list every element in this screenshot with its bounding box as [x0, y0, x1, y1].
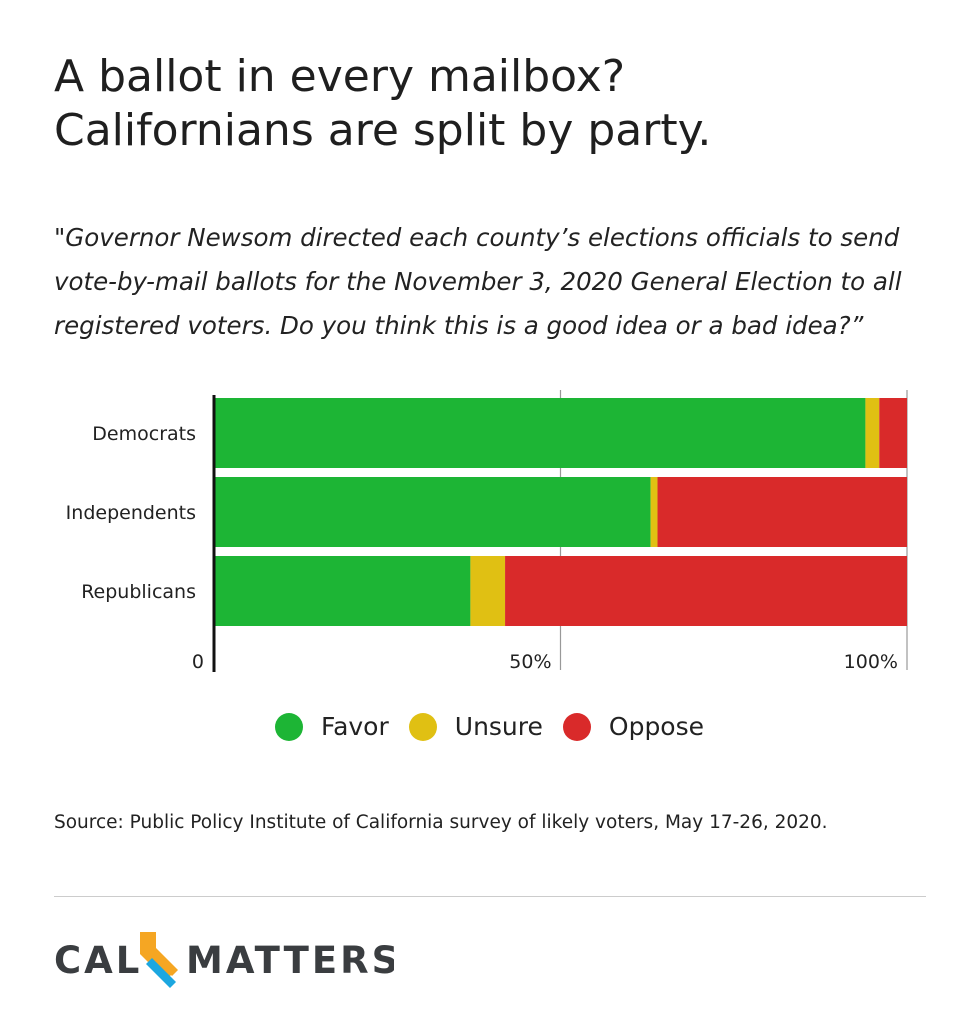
legend-label-favor: Favor	[320, 712, 389, 741]
bar-republicans-unsure	[470, 556, 506, 626]
stacked-bar-chart: Democrats Independents Republicans 0 50% 100%	[66, 390, 908, 673]
title-line-2: Californians are split by party.	[54, 105, 712, 156]
chart-title: A ballot in every mailbox? Californians …	[54, 50, 934, 158]
legend-swatch-oppose	[562, 712, 591, 741]
bar-republicans-oppose	[505, 556, 907, 626]
legend-item-oppose: Oppose	[562, 712, 705, 741]
question-line-1: "Governor Newsom directed each county’s …	[54, 223, 900, 252]
california-logo-icon	[140, 932, 178, 988]
x-tick-label-1: 50%	[509, 651, 551, 673]
calmatters-logo: CAL MATTERS	[54, 932, 394, 988]
title-line-1: A ballot in every mailbox?	[54, 51, 626, 102]
legend-label-oppose: Oppose	[608, 712, 705, 741]
logo-text-matters: MATTERS	[186, 939, 394, 982]
bar-independents-oppose	[657, 477, 907, 547]
category-label-democrats: Democrats	[92, 423, 196, 445]
x-tick-label-2: 100%	[844, 651, 898, 673]
logo-text-cal: CAL	[54, 939, 142, 982]
legend-label-unsure: Unsure	[454, 712, 543, 741]
x-tick-label-0: 0	[192, 651, 204, 673]
bar-republicans-favor	[214, 556, 471, 626]
category-label-republicans: Republicans	[81, 581, 196, 603]
bar-democrats-oppose	[879, 398, 907, 468]
source-note: Source: Public Policy Institute of Calif…	[54, 812, 828, 833]
question-line-3: registered voters. Do you think this is …	[54, 311, 864, 340]
bar-independents-unsure	[650, 477, 658, 547]
legend-item-unsure: Unsure	[408, 712, 543, 741]
bar-democrats-unsure	[865, 398, 880, 468]
bar-independents-favor	[214, 477, 651, 547]
category-label-independents: Independents	[66, 502, 196, 524]
divider	[54, 896, 926, 897]
legend-swatch-favor	[274, 712, 303, 741]
legend-item-favor: Favor	[274, 712, 389, 741]
bar-democrats-favor	[214, 398, 866, 468]
legend-swatch-unsure	[408, 712, 437, 741]
question-line-2: vote-by-mail ballots for the November 3,…	[54, 267, 902, 296]
survey-question: "Governor Newsom directed each county’s …	[54, 216, 954, 348]
chart-legend: Favor Unsure Oppose	[0, 712, 979, 741]
